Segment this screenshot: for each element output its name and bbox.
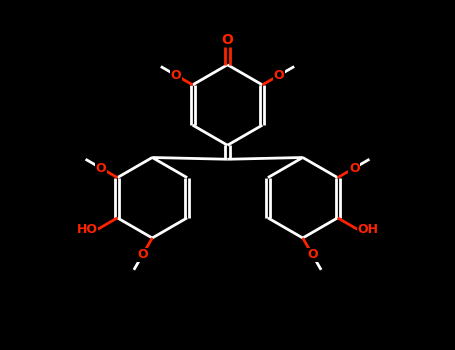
Text: HO: HO (77, 223, 98, 236)
Text: O: O (307, 248, 318, 261)
Text: O: O (222, 33, 233, 47)
Text: O: O (96, 161, 106, 175)
Text: O: O (137, 248, 148, 261)
Text: O: O (171, 69, 181, 82)
Text: O: O (349, 161, 359, 175)
Text: OH: OH (357, 223, 378, 236)
Text: O: O (274, 69, 284, 82)
